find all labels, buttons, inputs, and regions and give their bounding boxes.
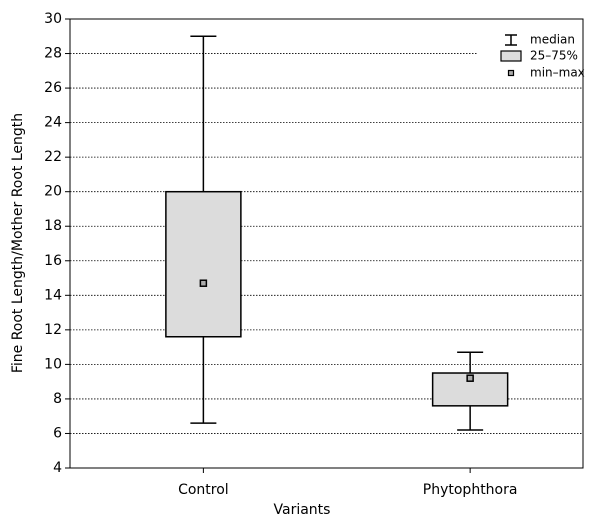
y-tick-label: 4 — [53, 460, 62, 476]
x-tick-label: Phytophthora — [423, 482, 518, 498]
y-tick-label: 16 — [44, 253, 62, 269]
legend-symbol — [500, 50, 522, 62]
y-tick-label: 10 — [44, 356, 62, 372]
y-axis-label: Fine Root Length/Mother Root Length — [10, 113, 26, 373]
legend-label: median — [530, 33, 575, 47]
plot-frame — [69, 18, 584, 469]
x-axis-label: Variants — [274, 502, 331, 518]
legend-label: min–max — [530, 66, 585, 80]
center-point — [199, 279, 208, 287]
x-tick-label: Control — [178, 482, 229, 498]
y-tick-label: 24 — [44, 115, 62, 131]
legend-symbol — [507, 69, 515, 77]
center-point — [466, 374, 474, 382]
y-tick-label: 6 — [53, 425, 62, 441]
box — [165, 190, 242, 338]
legend-box — [478, 28, 582, 84]
y-tick-label: 8 — [53, 391, 62, 407]
y-tick-label: 14 — [44, 287, 62, 303]
y-tick-label: 28 — [44, 46, 62, 62]
legend-label: 25–75% — [530, 49, 578, 63]
y-tick-label: 30 — [44, 11, 62, 27]
y-tick-label: 12 — [44, 322, 62, 338]
y-tick-label: 18 — [44, 218, 62, 234]
y-tick-label: 22 — [44, 149, 62, 165]
box — [431, 372, 509, 407]
y-tick-label: 20 — [44, 184, 62, 200]
y-tick-label: 26 — [44, 80, 62, 96]
